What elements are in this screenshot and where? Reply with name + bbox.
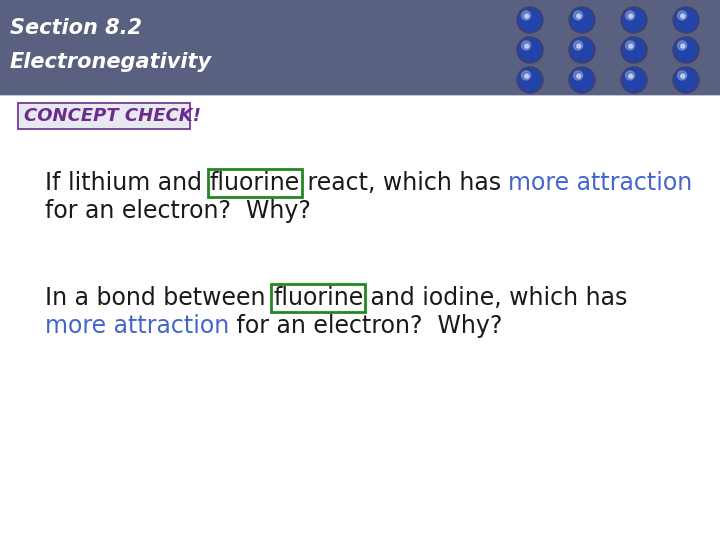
- Circle shape: [519, 39, 541, 61]
- Circle shape: [626, 41, 634, 50]
- Text: Electronegativity: Electronegativity: [10, 52, 212, 72]
- Circle shape: [626, 11, 634, 20]
- Circle shape: [621, 37, 647, 63]
- Circle shape: [681, 14, 685, 18]
- Circle shape: [521, 71, 531, 80]
- Circle shape: [623, 69, 645, 91]
- Circle shape: [629, 44, 633, 48]
- Text: In a bond between: In a bond between: [45, 286, 273, 310]
- Circle shape: [681, 74, 685, 78]
- Circle shape: [629, 14, 633, 18]
- Text: react, which has: react, which has: [300, 171, 508, 195]
- Circle shape: [626, 71, 634, 80]
- Circle shape: [571, 9, 593, 31]
- Bar: [271, 284, 365, 312]
- Circle shape: [517, 37, 543, 63]
- Circle shape: [675, 69, 697, 91]
- Text: for an electron?  Why?: for an electron? Why?: [45, 199, 311, 223]
- Circle shape: [673, 7, 699, 33]
- Circle shape: [623, 39, 645, 61]
- Circle shape: [574, 11, 582, 20]
- Circle shape: [569, 7, 595, 33]
- Circle shape: [629, 74, 633, 78]
- Circle shape: [517, 7, 543, 33]
- Bar: [0, 0, 720, 95]
- Text: more attraction: more attraction: [45, 314, 229, 338]
- Bar: [207, 169, 302, 197]
- Circle shape: [574, 41, 582, 50]
- Circle shape: [621, 67, 647, 93]
- Circle shape: [675, 39, 697, 61]
- Text: and iodine, which has: and iodine, which has: [364, 286, 628, 310]
- Text: fluorine: fluorine: [273, 286, 364, 310]
- Circle shape: [675, 9, 697, 31]
- Circle shape: [521, 11, 531, 20]
- Circle shape: [673, 67, 699, 93]
- Circle shape: [577, 44, 581, 48]
- Circle shape: [621, 7, 647, 33]
- Circle shape: [577, 14, 581, 18]
- Circle shape: [574, 71, 582, 80]
- Bar: [18, 103, 190, 129]
- Circle shape: [525, 44, 528, 48]
- Circle shape: [571, 39, 593, 61]
- Circle shape: [678, 71, 687, 80]
- Text: If lithium and: If lithium and: [45, 171, 210, 195]
- Text: more attraction: more attraction: [508, 171, 693, 195]
- Text: Section 8.2: Section 8.2: [10, 18, 142, 38]
- Text: fluorine: fluorine: [210, 171, 300, 195]
- Text: for an electron?  Why?: for an electron? Why?: [229, 314, 503, 338]
- Circle shape: [525, 74, 528, 78]
- Circle shape: [678, 41, 687, 50]
- Circle shape: [569, 67, 595, 93]
- Circle shape: [525, 14, 528, 18]
- Circle shape: [569, 37, 595, 63]
- Circle shape: [521, 41, 531, 50]
- Circle shape: [623, 9, 645, 31]
- Circle shape: [577, 74, 581, 78]
- Text: CONCEPT CHECK!: CONCEPT CHECK!: [24, 107, 201, 125]
- Circle shape: [517, 67, 543, 93]
- Circle shape: [519, 69, 541, 91]
- Circle shape: [673, 37, 699, 63]
- Circle shape: [519, 9, 541, 31]
- Circle shape: [571, 69, 593, 91]
- Circle shape: [678, 11, 687, 20]
- Bar: [490, 0, 720, 95]
- Circle shape: [681, 44, 685, 48]
